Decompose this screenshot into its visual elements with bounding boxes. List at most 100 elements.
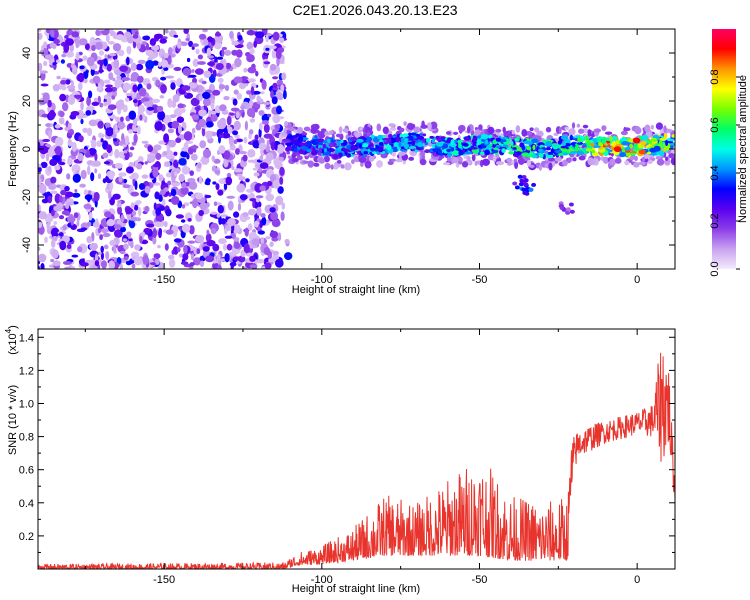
band-halo-cell	[421, 120, 425, 129]
noise-cell	[141, 97, 150, 102]
noise-cell	[58, 232, 64, 237]
band-core-cell	[411, 140, 416, 146]
noise-cell	[164, 243, 169, 251]
colorbar: 0.0 0.2 0.4 0.6 0.8 Normalized spectral ampl…	[709, 29, 749, 277]
band-halo-cell	[453, 131, 459, 135]
noise-cell	[114, 162, 123, 169]
band-halo-cell	[403, 121, 407, 126]
band-halo-cell	[284, 120, 289, 127]
band-core-cell	[586, 142, 591, 147]
band-core-cell	[561, 142, 567, 146]
band-core-cell	[450, 139, 455, 145]
noise-cell	[67, 133, 73, 136]
noise-cell	[263, 123, 270, 133]
noise-cell	[94, 153, 98, 161]
band-halo-cell	[291, 152, 297, 159]
noise-cell	[120, 263, 123, 269]
noise-cell	[267, 113, 272, 118]
noise-cell	[126, 45, 132, 55]
noise-cell	[183, 245, 188, 254]
noise-cell	[52, 155, 60, 160]
noise-cell	[114, 124, 118, 135]
snr-xlabel: Height of straight line (km)	[292, 583, 420, 595]
noise-cell	[130, 241, 134, 249]
band-halo-cell	[558, 127, 562, 134]
noise-cell	[221, 132, 231, 139]
noise-cell	[276, 144, 285, 154]
noise-cell	[66, 85, 76, 90]
noise-cell	[206, 239, 216, 247]
noise-cell	[245, 178, 250, 183]
noise-cell	[141, 174, 149, 179]
noise-cell	[120, 214, 125, 223]
band-core-cell	[510, 141, 514, 146]
noise-cell	[102, 232, 111, 238]
band-halo-cell	[376, 123, 382, 132]
noise-cell	[44, 54, 54, 60]
noise-cell	[97, 227, 102, 234]
noise-cell	[102, 152, 109, 159]
noise-cell	[64, 191, 74, 198]
noise-cell	[278, 133, 283, 143]
noise-cell	[233, 139, 238, 145]
noise-cell	[259, 185, 266, 192]
noise-cell	[182, 67, 192, 76]
noise-cell	[190, 153, 198, 161]
noise-cell	[124, 31, 132, 38]
band-core-cell	[304, 141, 312, 147]
noise-cell	[244, 216, 251, 220]
noise-cell	[228, 136, 234, 147]
noise-cell	[205, 130, 213, 140]
noise-cell	[95, 41, 103, 50]
noise-cell	[134, 244, 141, 251]
noise-cell	[271, 96, 278, 105]
spectrogram-panel: -150 -100 -50 0 -40 -20 0 20 40 Height of straig…	[7, 28, 676, 296]
band-halo-cell	[503, 130, 511, 139]
noise-cell	[183, 29, 189, 34]
noise-cell	[66, 51, 74, 58]
noise-cell	[138, 87, 147, 97]
band-core-cell	[501, 148, 506, 153]
noise-cell	[173, 238, 182, 243]
noise-cell	[106, 63, 112, 72]
y-tick-label: 1.2	[19, 365, 34, 377]
noise-cell	[38, 253, 47, 263]
noise-cell	[154, 259, 160, 265]
noise-cell	[265, 193, 275, 202]
band-core-cell	[630, 152, 636, 156]
noise-cell	[212, 89, 221, 96]
noise-cell	[240, 105, 246, 110]
noise-cell	[173, 34, 179, 38]
noise-cell	[220, 214, 228, 218]
noise-cell	[247, 159, 256, 163]
noise-cell	[114, 148, 120, 159]
noise-cell	[132, 34, 139, 39]
band-core-cell	[665, 140, 669, 146]
snr-ylabel: SNR (10 * v/v)	[7, 385, 19, 455]
band-core-cell	[363, 151, 369, 155]
noise-cell	[204, 194, 212, 199]
noise-cell	[94, 168, 98, 174]
band-outlier-cell	[523, 182, 529, 187]
spectrogram-ylabel: Frequency (Hz)	[7, 111, 19, 187]
noise-cell	[233, 211, 240, 218]
noise-cell	[93, 191, 100, 202]
noise-cell	[244, 227, 249, 237]
noise-cell	[188, 225, 195, 235]
noise-cell	[218, 84, 226, 90]
band-core-cell	[621, 141, 629, 146]
noise-cell	[272, 250, 280, 256]
band-halo-cell	[461, 161, 469, 168]
noise-cell	[260, 213, 266, 218]
noise-cell	[232, 98, 238, 106]
noise-cell	[103, 79, 111, 84]
band-core-cell	[480, 133, 489, 140]
snr-frame	[37, 328, 676, 570]
noise-cell	[246, 29, 256, 36]
noise-cell	[187, 218, 192, 222]
noise-cell	[269, 241, 274, 247]
y-tick-label: 40	[21, 47, 33, 59]
noise-cell	[283, 89, 287, 100]
band-core-cell	[402, 133, 409, 138]
noise-cell	[193, 257, 202, 266]
